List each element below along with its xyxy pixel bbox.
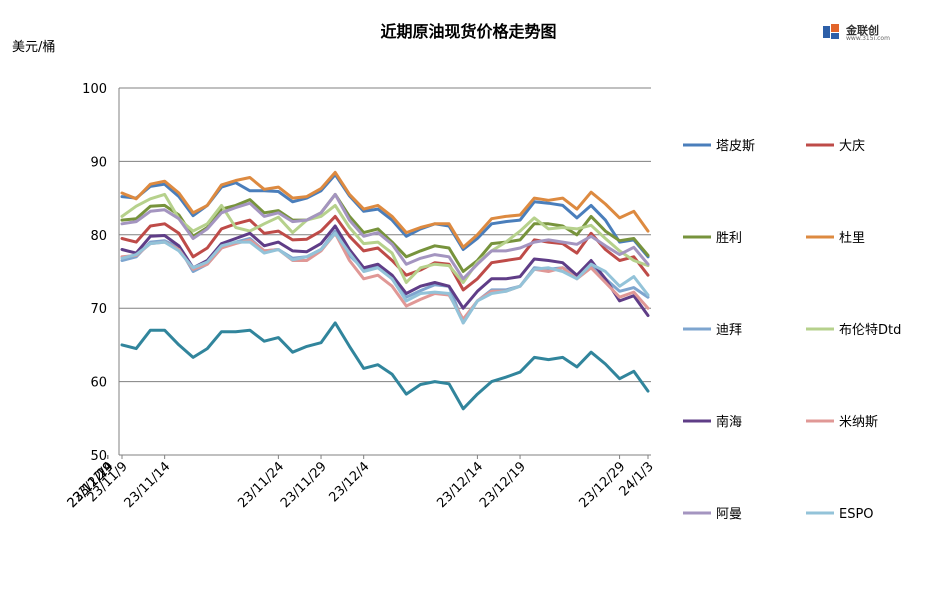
x-tick-label: 23/12/4	[326, 459, 372, 505]
legend-label: 塔皮斯	[716, 139, 755, 154]
legend-label: 布伦特Dtd	[839, 323, 901, 338]
x-tick-label: 23/11/29	[278, 459, 330, 511]
series-line-阿曼	[120, 192, 650, 281]
legend-label: 南海	[716, 414, 742, 430]
y-tick-label: 70	[90, 302, 107, 317]
series-line-unnamed-10	[120, 321, 650, 411]
logo-subtext: www.315i.com	[846, 35, 890, 42]
logo-mark-icon	[823, 24, 839, 39]
series-line-大庆	[120, 214, 650, 292]
legend-label: 米纳斯	[839, 415, 878, 430]
series-line-杜里	[120, 170, 650, 249]
legend-label: 阿曼	[716, 507, 742, 522]
y-tick-label: 100	[82, 82, 107, 97]
y-tick-label: 90	[90, 155, 107, 170]
y-tick-label: 80	[90, 229, 107, 244]
series-line-迪拜	[120, 229, 650, 325]
brand-logo: 金联创 www.315i.com	[822, 18, 902, 46]
series-line-布伦特Dtd	[120, 192, 650, 284]
series-line-ESPO	[120, 231, 650, 325]
legend-label: 杜里	[839, 231, 865, 246]
x-tick-label: 23/11/14	[122, 459, 174, 511]
legend-label: ESPO	[839, 507, 874, 522]
legend-label: 迪拜	[716, 323, 742, 338]
x-tick-label: 23/12/19	[477, 459, 529, 511]
legend-label: 胜利	[716, 231, 742, 246]
y-tick-label: 50	[90, 449, 107, 464]
chart-title: 近期原油现货价格走势图	[380, 22, 557, 41]
legend-label: 大庆	[839, 139, 865, 154]
y-axis-unit-label: 美元/桶	[12, 40, 56, 55]
y-tick-label: 60	[90, 376, 107, 391]
logo-text: 金联创	[846, 24, 879, 37]
